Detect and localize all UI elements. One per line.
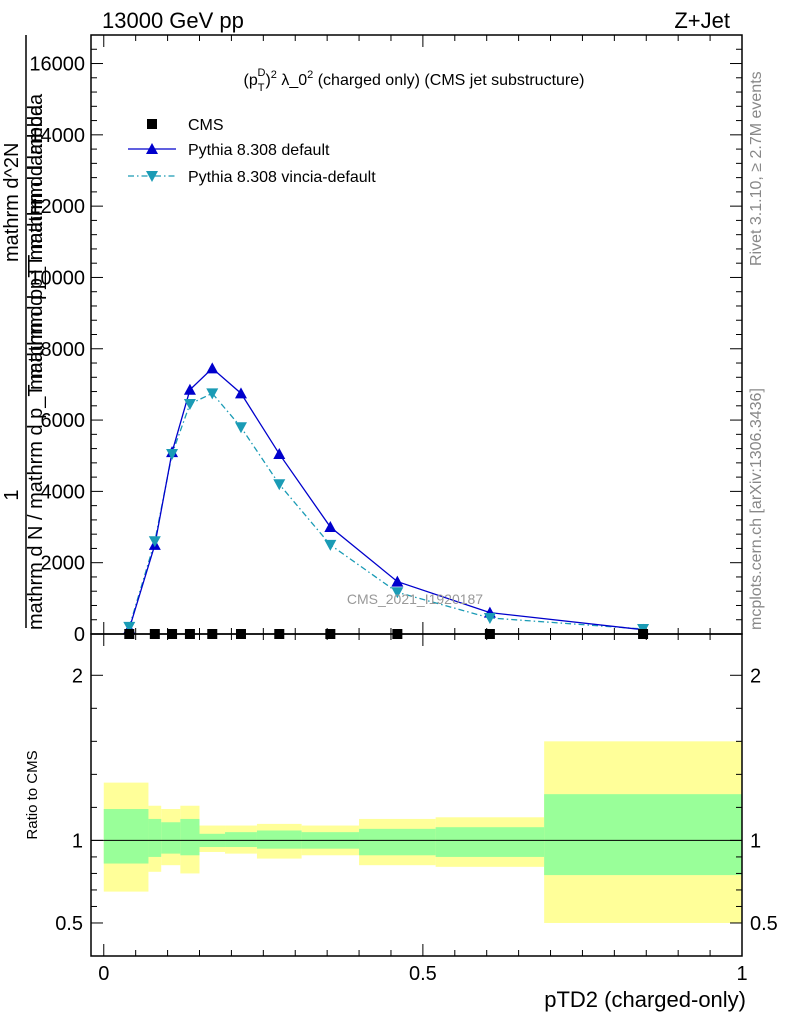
- pythia-point: [273, 447, 286, 459]
- pythia-point: [206, 362, 219, 374]
- ratio-band-inner: [148, 818, 162, 857]
- vincia-point: [123, 621, 136, 633]
- pythia-point: [324, 521, 337, 533]
- main-ytick-label: 16000: [29, 54, 85, 76]
- vincia-point: [234, 422, 247, 434]
- watermark: CMS_2021_I1920187: [347, 591, 483, 607]
- ratio-ytick-label-right: 0.5: [750, 913, 778, 935]
- ylabel-denom: mathrm d p_T mathrm d lambda: [25, 104, 47, 390]
- vincia-point: [273, 479, 286, 491]
- main-ytick-label: 4000: [41, 481, 86, 503]
- ratio-band-inner: [256, 830, 302, 849]
- ratio-panel: 0.5 0.5 1 1 2 2 0 0.5 1 Ratio to CMS pTD2 (charg…: [24, 633, 778, 1012]
- vincia-point: [166, 448, 179, 460]
- main-ytick-label: 6000: [41, 410, 86, 432]
- legend-pythia-label: Pythia 8.308 default: [188, 142, 330, 159]
- vincia-point: [183, 399, 196, 411]
- ratio-band-inner: [359, 828, 436, 856]
- ratio-xtick-label: 0.5: [409, 963, 437, 985]
- ratio-ticks: 0.5 0.5 1 1 2 2 0 0.5 1: [55, 634, 778, 985]
- main-ytick-label: 2000: [41, 553, 86, 575]
- mcplots-label: mcplots.cern.ch [arXiv:1306.3436]: [748, 388, 765, 630]
- pythia-point: [234, 387, 247, 399]
- main-ytick-label: 8000: [41, 339, 86, 361]
- ratio-ytick-label: 2: [72, 665, 83, 687]
- vincia-point: [391, 587, 404, 599]
- header-right: Z+Jet: [674, 8, 730, 33]
- legend-pythia-marker: [146, 143, 158, 154]
- main-ytick-label: 12000: [29, 196, 85, 218]
- ratio-band-inner: [103, 809, 149, 864]
- main-series: [123, 362, 650, 639]
- ratio-ytick-label: 1: [72, 830, 83, 852]
- header-left: 13000 GeV pp: [102, 8, 244, 33]
- main-ytick-label: 14000: [29, 125, 85, 147]
- ylabel-numer: mathrm d^2N: [1, 143, 23, 262]
- legend-vincia-marker: [146, 171, 158, 182]
- ratio-xtick-label: 1: [736, 963, 747, 985]
- x-axis-label: pTD2 (charged-only): [544, 987, 746, 1012]
- pythia-point: [391, 575, 404, 587]
- vincia-point: [324, 539, 337, 551]
- ratio-band-inner: [161, 822, 181, 854]
- ratio-ytick-label-right: 1: [750, 830, 761, 852]
- ratio-band-inner: [435, 827, 545, 857]
- main-title: (pTD)2 λ_02 (charged only) (CMS jet subs…: [244, 67, 585, 94]
- main-ticks: 0 2000 4000 6000 8000 10000 12000 14000 16000: [29, 34, 743, 646]
- y-axis-label: 1 mathrm d N / mathrm d p_T mathrm d p_T…: [1, 35, 47, 630]
- main-ytick-label: 0: [74, 624, 85, 646]
- ratio-ytick-label: 0.5: [55, 913, 83, 935]
- legend-vincia-label: Pythia 8.308 vincia-default: [188, 169, 376, 186]
- ratio-ylabel: Ratio to CMS: [24, 750, 41, 839]
- main-ytick-label: 10000: [29, 267, 85, 289]
- ylabel-bottom: mathrm d N / mathrm d p_T mathrm d p_T m…: [25, 93, 47, 630]
- ratio-frame: [90, 633, 743, 957]
- ratio-bands: [103, 741, 742, 923]
- ratio-band-inner: [225, 832, 257, 848]
- ylabel-one: 1: [1, 489, 23, 500]
- ratio-ytick-label-right: 2: [750, 665, 761, 687]
- vincia-point: [483, 612, 496, 624]
- pythia-point: [183, 383, 196, 395]
- ratio-band-inner: [544, 794, 742, 876]
- legend: CMS Pythia 8.308 default Pythia 8.308 vi…: [128, 117, 376, 186]
- ratio-band-inner: [180, 818, 200, 856]
- ratio-xtick-label: 0: [98, 963, 109, 985]
- legend-cms-label: CMS: [188, 117, 224, 134]
- vincia-point: [148, 536, 161, 548]
- main-panel: 0 2000 4000 6000 8000 10000 12000 14000 16000 (p…: [1, 34, 743, 646]
- rivet-label: Rivet 3.1.10, ≥ 2.7M events: [748, 71, 765, 266]
- vincia-point: [206, 388, 219, 400]
- legend-cms-marker: [147, 119, 157, 129]
